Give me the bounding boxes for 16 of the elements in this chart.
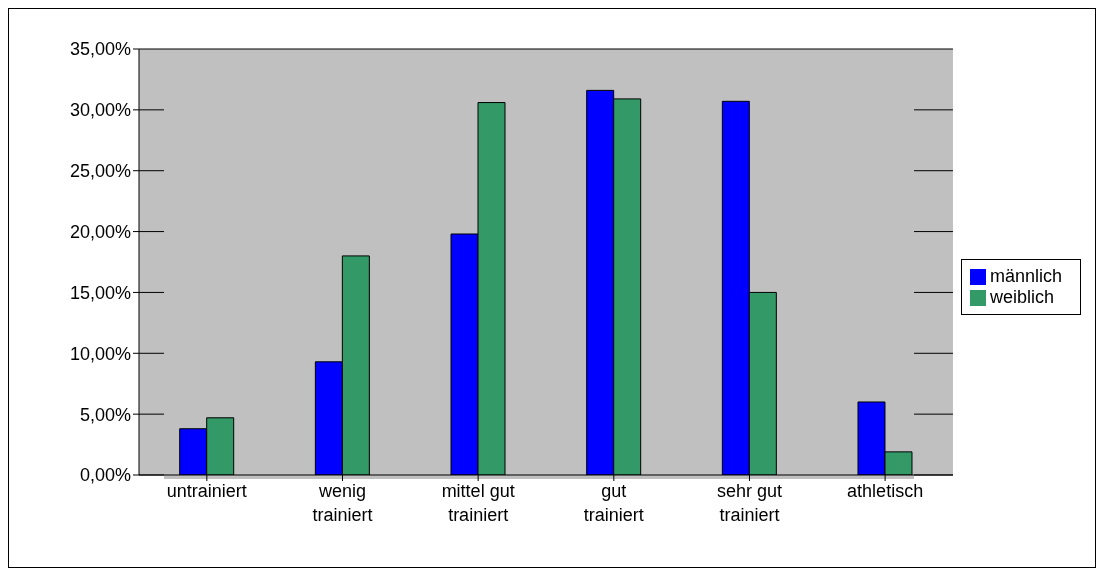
x-tick-label: athletisch <box>847 481 924 501</box>
x-tick-label: mittel gut trainiert <box>441 481 515 525</box>
x-tick-label: gut trainiert <box>583 481 644 525</box>
legend-label: männlich <box>989 266 1062 286</box>
y-tick-label: 35,00% <box>69 39 131 60</box>
x-tick-label: wenig trainiert <box>312 481 373 525</box>
y-tick-label: 20,00% <box>69 221 131 242</box>
y-tick-label: 30,00% <box>69 100 131 121</box>
y-tick-label: 5,00% <box>79 404 131 425</box>
legend-label: weiblich <box>989 287 1054 307</box>
y-tick-label: 10,00% <box>69 343 131 364</box>
y-tick-label: 25,00% <box>69 161 131 182</box>
y-tick-label: 15,00% <box>69 282 131 303</box>
y-tick-label: 0,00% <box>79 465 131 486</box>
x-tick-label: sehr gut trainiert <box>716 481 782 525</box>
x-tick-label: untrainiert <box>166 481 247 501</box>
